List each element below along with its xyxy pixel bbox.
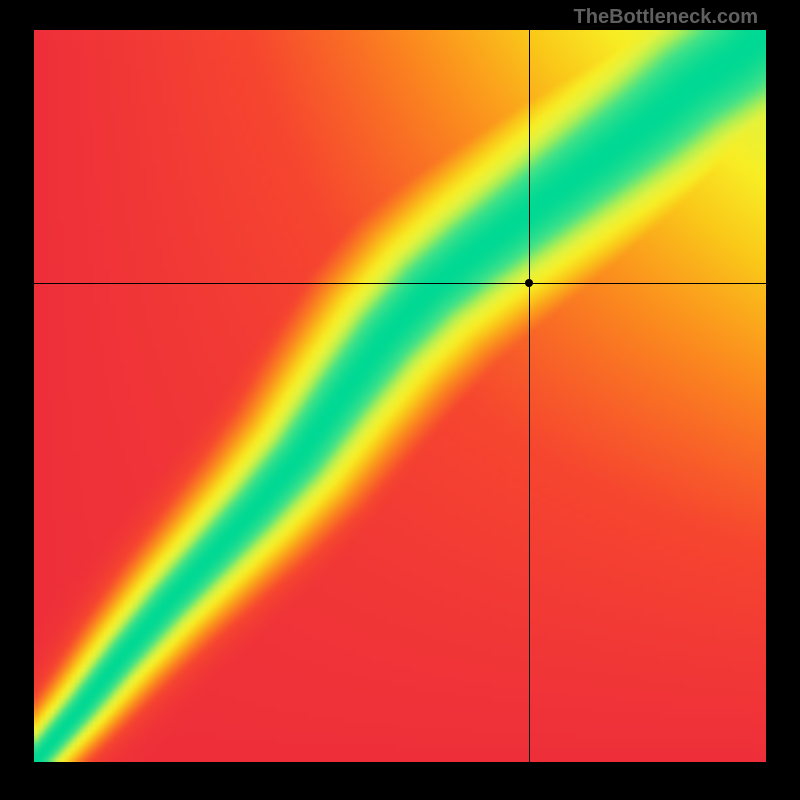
crosshair-horizontal bbox=[34, 283, 766, 284]
heatmap-canvas bbox=[34, 30, 766, 762]
crosshair-marker bbox=[525, 279, 533, 287]
crosshair-vertical bbox=[529, 30, 530, 762]
watermark-text: TheBottleneck.com bbox=[574, 6, 758, 29]
bottleneck-heatmap bbox=[34, 30, 766, 762]
